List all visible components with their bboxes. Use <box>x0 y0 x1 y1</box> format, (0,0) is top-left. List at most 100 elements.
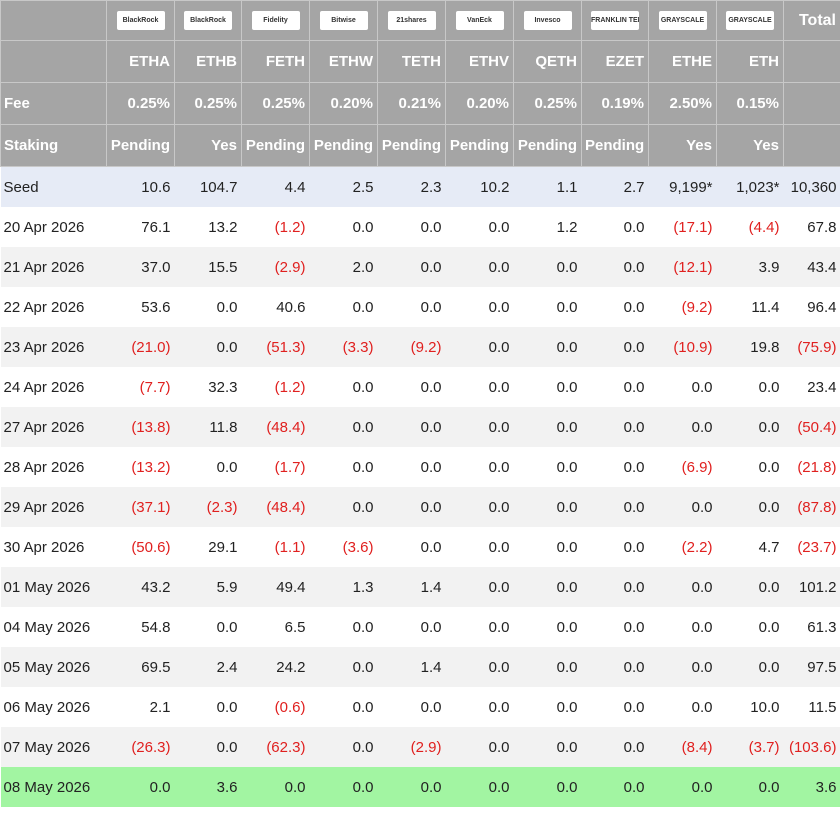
date-cell: 27 Apr 2026 <box>0 407 107 447</box>
data-row: 05 May 2026 69.5 2.4 24.2 0.0 1.4 0.0 0.0 0.0 0.0… <box>0 647 840 687</box>
fee-cell: 0.25% <box>513 82 582 125</box>
flow-cell: 0.0 <box>513 327 582 367</box>
flow-cell: (17.1) <box>673 218 713 236</box>
tick-cell: ETHW <box>309 40 378 83</box>
flow-cell: (9.2) <box>377 327 446 367</box>
logo-cell: Bitwise <box>309 0 378 41</box>
fee-cell: 2.50% <box>648 82 717 125</box>
row-label: Fee <box>0 82 107 125</box>
data-row: 21 Apr 2026 37.0 15.5 (2.9) 2.0 0.0 0.0 0.0 0.0(… <box>0 247 840 287</box>
flow-cell: 37.0 <box>106 247 175 287</box>
flow-cell: 0.0 <box>581 727 649 767</box>
flow-cell: 11.4 <box>751 298 780 316</box>
flow-cell: 4.4 <box>241 166 310 207</box>
data-row: 22 Apr 2026 53.6 0.0 40.6 0.0 0.0 0.0 0.0 0.0 (9.… <box>1 287 840 327</box>
flow-cell: 1.4 <box>377 647 446 687</box>
flow-cell: 0.0 <box>623 698 645 716</box>
flow-cell: (2.9) <box>377 727 446 767</box>
flow-cell: 0.0 <box>445 327 514 367</box>
flow-cell: 0.0 <box>513 407 582 447</box>
flow-cell: 0.0 <box>556 298 578 316</box>
stak-cell: Pending <box>106 124 175 167</box>
flow-cell: 0.0 <box>581 767 649 807</box>
flow-cell: 23.4 <box>807 378 837 396</box>
date-cell: 23 Apr 2026 <box>0 327 107 367</box>
flow-cell: (50.6) <box>131 538 171 556</box>
flow-cell: 0.0 <box>488 458 510 476</box>
tick-cell: EZET <box>581 40 649 83</box>
flow-cell: 9,199* <box>648 166 717 207</box>
flow-cell: 3.6 <box>783 767 840 807</box>
flow-cell: 0.0 <box>513 247 582 287</box>
tick-cell: ETHA <box>106 40 175 83</box>
flow-cell: 0.0 <box>581 407 649 447</box>
flow-cell: 10.6 <box>106 166 175 207</box>
date-cell: 28 Apr 2026 <box>3 458 85 476</box>
flow-cell: (7.7) <box>139 378 171 396</box>
flow-cell: (21.0) <box>106 327 175 367</box>
flow-cell: 43.4 <box>783 247 840 287</box>
flow-cell: (2.2) <box>681 538 713 556</box>
data-row: 07 May 2026 (26.3) 0.0 (62.3) 0.0 (2.9) 0.0 0.0… <box>0 727 840 767</box>
flow-cell: (37.1) <box>106 487 175 527</box>
logo-cell: FRANKLIN TEMPLETON <box>581 0 649 41</box>
flow-cell: 0.0 <box>513 487 582 527</box>
flow-cell: 0.0 <box>716 487 784 527</box>
flow-cell: (3.3) <box>309 327 378 367</box>
flow-cell: 0.0 <box>420 298 442 316</box>
flow-cell: 0.0 <box>309 727 378 767</box>
flow-cell: (4.4) <box>748 218 780 236</box>
logo-cell: BlackRock <box>174 0 242 41</box>
flow-cell: 0.0 <box>377 487 446 527</box>
flow-cell: 0.0 <box>488 538 510 556</box>
flow-cell: 40.6 <box>276 298 306 316</box>
fee-cell: 0.21% <box>377 82 446 125</box>
flow-cell: 0.0 <box>716 647 784 687</box>
flow-cell: 0.0 <box>758 378 780 396</box>
flow-cell: (48.4) <box>241 407 310 447</box>
flow-cell: 0.0 <box>716 567 784 607</box>
flow-cell: (13.2) <box>131 458 171 476</box>
flow-cell: 15.5 <box>174 247 242 287</box>
flow-cell: 11.5 <box>808 698 837 716</box>
flow-cell: (2.9) <box>241 247 310 287</box>
flow-cell: 0.0 <box>174 727 242 767</box>
flow-cell: 54.8 <box>141 618 171 636</box>
flow-cell: 0.0 <box>513 567 582 607</box>
issuer-logo: BlackRock <box>116 11 165 30</box>
tick-cell: ETHE <box>648 40 717 83</box>
flow-cell: 24.2 <box>241 647 310 687</box>
tick-cell: QETH <box>513 40 582 83</box>
stak-cell: Pending <box>445 124 514 167</box>
flow-cell: (2.3) <box>174 487 242 527</box>
flow-cell: (12.1) <box>648 247 717 287</box>
date-cell: 21 Apr 2026 <box>0 247 107 287</box>
flow-cell: 2.0 <box>309 247 378 287</box>
logo-cell: Fidelity <box>241 0 310 41</box>
date-cell: 29 Apr 2026 <box>0 487 107 527</box>
flow-cell: 0.0 <box>445 767 514 807</box>
flow-cell: 96.4 <box>807 298 837 316</box>
fee-cell: 0.20% <box>309 82 378 125</box>
issuer-logo: Bitwise <box>319 11 368 30</box>
issuer-logo: VanEck <box>455 11 504 30</box>
fee-cell: 0.25% <box>174 82 242 125</box>
flow-cell: 0.0 <box>648 647 717 687</box>
fee-cell: 0.25% <box>106 82 175 125</box>
issuer-logo: GRAYSCALE <box>658 11 707 30</box>
flow-cell: (1.2) <box>274 218 306 236</box>
flow-cell: 101.2 <box>783 567 840 607</box>
flow-cell: (75.9) <box>783 327 840 367</box>
tick-cell: ETHB <box>174 40 242 83</box>
stak-cell: Pending <box>581 124 649 167</box>
flow-cell: 0.0 <box>216 698 238 716</box>
logo-cell: GRAYSCALE <box>648 0 717 41</box>
data-row: 29 Apr 2026 (37.1) (2.3) (48.4) 0.0 0.0 0.0 0.0… <box>0 487 840 527</box>
flow-cell: 0.0 <box>241 767 310 807</box>
date-cell: 01 May 2026 <box>0 567 107 607</box>
flow-cell: 0.0 <box>309 767 378 807</box>
flow-cell: 13.2 <box>208 218 238 236</box>
flow-cell: 0.0 <box>513 727 582 767</box>
flow-cell: 97.5 <box>783 647 840 687</box>
